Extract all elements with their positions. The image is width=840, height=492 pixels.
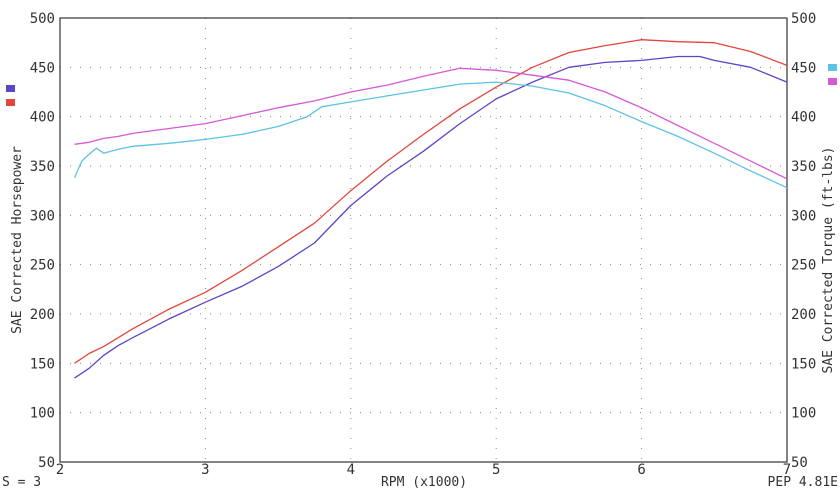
x-tick-label: 6 [637, 462, 645, 478]
left-y-tick-label: 50 [38, 455, 55, 471]
grid [60, 18, 787, 462]
series-line-1 [74, 55, 788, 379]
right-legend-swatch [828, 64, 837, 71]
series-line-2 [74, 39, 788, 364]
left-y-tick-label: 200 [30, 307, 55, 323]
left-legend-swatch [6, 85, 15, 92]
left-axis-title: SAE Corrected Horsepower [10, 146, 25, 334]
x-axis-title: RPM (x1000) [381, 475, 467, 490]
left-y-tick-label: 500 [30, 11, 55, 27]
right-axis-title: SAE Corrected Torque (ft-lbs) [821, 147, 836, 374]
series-line-4 [74, 67, 788, 180]
left-y-tick-label: 100 [30, 406, 55, 422]
x-tick-label: 2 [56, 462, 64, 478]
left-legend-swatch [6, 99, 15, 106]
x-tick-label: 4 [347, 462, 355, 478]
legend [6, 64, 837, 106]
right-y-tick-label: 150 [791, 356, 816, 372]
right-y-tick-label: 350 [791, 159, 816, 175]
series-line-3 [73, 81, 788, 189]
version-label: PEP 4.81E [768, 475, 838, 490]
right-y-tick-label: 400 [791, 110, 816, 126]
plot-frame [59, 17, 788, 463]
x-tick-label: 7 [783, 462, 791, 478]
left-y-tick-label: 300 [30, 208, 55, 224]
right-y-tick-label: 100 [791, 406, 816, 422]
series-layer [73, 39, 788, 379]
right-y-tick-label: 250 [791, 258, 816, 274]
x-tick-label: 3 [201, 462, 209, 478]
right-y-tick-label: 450 [791, 60, 816, 76]
right-y-tick-label: 50 [791, 455, 808, 471]
right-y-tick-label: 500 [791, 11, 816, 27]
smoothing-label: S = 3 [2, 475, 41, 490]
left-y-tick-label: 350 [30, 159, 55, 175]
x-tick-label: 5 [492, 462, 500, 478]
left-y-tick-label: 150 [30, 356, 55, 372]
right-legend-swatch [828, 78, 837, 85]
left-y-tick-label: 450 [30, 60, 55, 76]
right-y-tick-label: 300 [791, 208, 816, 224]
right-y-tick-label: 200 [791, 307, 816, 323]
left-y-tick-label: 400 [30, 110, 55, 126]
left-y-tick-label: 250 [30, 258, 55, 274]
